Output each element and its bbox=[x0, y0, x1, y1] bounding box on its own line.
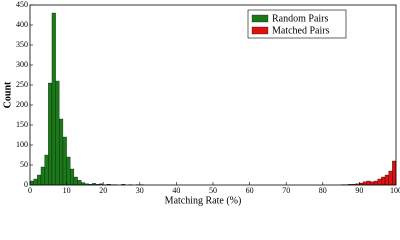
x-tick-label: 10 bbox=[63, 186, 71, 195]
legend-label: Random Pairs bbox=[272, 13, 328, 24]
y-tick-label: 450 bbox=[16, 0, 28, 9]
bar bbox=[70, 168, 75, 186]
x-tick-label: 0 bbox=[28, 186, 32, 195]
bar bbox=[73, 176, 78, 186]
x-tick-label: 90 bbox=[355, 186, 363, 195]
bar bbox=[388, 170, 393, 186]
y-tick-label: 300 bbox=[16, 60, 28, 69]
bar bbox=[373, 180, 378, 186]
x-tick-label: 40 bbox=[172, 186, 180, 195]
y-tick-label: 200 bbox=[16, 100, 28, 109]
x-tick-label: 80 bbox=[319, 186, 327, 195]
x-tick-label: 100 bbox=[390, 186, 400, 195]
bar bbox=[366, 180, 371, 186]
bar bbox=[48, 82, 53, 186]
bar bbox=[29, 180, 34, 186]
y-tick-label: 400 bbox=[16, 20, 28, 29]
bar bbox=[377, 178, 382, 186]
y-axis-label: Count bbox=[2, 81, 13, 108]
bar bbox=[44, 154, 49, 186]
chart: Matching Rate (%) Count 0501001502002503… bbox=[2, 0, 400, 206]
bar bbox=[55, 80, 60, 186]
bar bbox=[40, 166, 45, 186]
bar bbox=[362, 181, 367, 186]
bar bbox=[370, 181, 375, 186]
y-tick-label: 0 bbox=[24, 180, 28, 189]
legend-swatch bbox=[251, 14, 269, 23]
legend-label: Matched Pairs bbox=[272, 25, 330, 36]
bar bbox=[392, 160, 397, 186]
x-axis-label: Matching Rate (%) bbox=[165, 195, 242, 206]
x-tick-label: 30 bbox=[136, 186, 144, 195]
bar bbox=[51, 12, 56, 186]
bar bbox=[77, 180, 82, 186]
y-tick-label: 50 bbox=[20, 160, 28, 169]
bar bbox=[62, 136, 67, 186]
bar bbox=[381, 176, 386, 186]
bar bbox=[37, 174, 42, 186]
y-tick-label: 350 bbox=[16, 40, 28, 49]
x-tick-label: 50 bbox=[209, 186, 217, 195]
bar bbox=[384, 174, 389, 186]
bar bbox=[66, 156, 71, 186]
x-tick-label: 20 bbox=[99, 186, 107, 195]
legend-swatch bbox=[251, 26, 269, 35]
bar bbox=[33, 178, 38, 186]
y-tick-label: 100 bbox=[16, 140, 28, 149]
x-tick-label: 70 bbox=[282, 186, 290, 195]
x-tick-label: 60 bbox=[246, 186, 254, 195]
y-tick-label: 150 bbox=[16, 120, 28, 129]
y-tick-label: 250 bbox=[16, 80, 28, 89]
bar bbox=[59, 118, 64, 186]
